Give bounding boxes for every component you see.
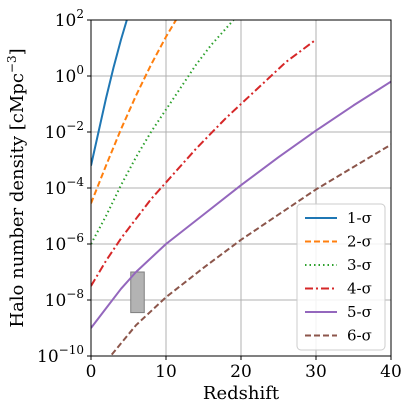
y-axis-label: Halo number density [cMpc−3] xyxy=(5,48,28,327)
series-line-1 xyxy=(91,20,128,166)
series-line-5 xyxy=(91,80,391,329)
legend-label-6: 6-σ xyxy=(347,327,372,345)
series-line-3 xyxy=(91,20,235,245)
series-line-4 xyxy=(91,38,317,287)
series-layer xyxy=(91,20,391,356)
legend-label-5: 5-σ xyxy=(347,303,372,321)
x-ticks: 0 10 20 30 40 xyxy=(86,356,402,382)
legend-label-4: 4-σ xyxy=(347,280,372,298)
x-axis-label: Redshift xyxy=(203,383,280,404)
y-tick-label: 10−6 xyxy=(45,231,84,255)
y-tick-label: 10−2 xyxy=(45,119,84,143)
legend-label-2: 2-σ xyxy=(347,233,372,251)
y-tick-label: 102 xyxy=(55,7,84,31)
shaded-box xyxy=(130,271,145,314)
y-ticks: 10−10 10−8 10−6 10−4 10−2 100 102 xyxy=(37,7,91,367)
series-line-2 xyxy=(91,20,178,204)
y-axis-label-main: Halo number density [cMpc xyxy=(7,73,28,328)
y-tick-label: 10−8 xyxy=(45,287,84,311)
y-axis-label-exponent: −3 xyxy=(5,55,19,73)
y-tick-label: 10−10 xyxy=(37,343,84,367)
x-tick-label: 40 xyxy=(380,362,402,382)
shaded-box-layer xyxy=(130,271,145,314)
x-tick-label: 0 xyxy=(86,362,97,382)
legend-label-1: 1-σ xyxy=(347,209,372,227)
legend: 1-σ 2-σ 3-σ 4-σ 5-σ 6-σ xyxy=(296,203,386,351)
x-tick-label: 30 xyxy=(305,362,327,382)
legend-label-3: 3-σ xyxy=(347,256,372,274)
y-tick-label: 10−4 xyxy=(45,175,85,199)
x-tick-label: 10 xyxy=(155,362,177,382)
y-axis-label-close: ] xyxy=(7,48,28,55)
x-tick-label: 20 xyxy=(230,362,252,382)
y-tick-label: 100 xyxy=(55,63,84,87)
